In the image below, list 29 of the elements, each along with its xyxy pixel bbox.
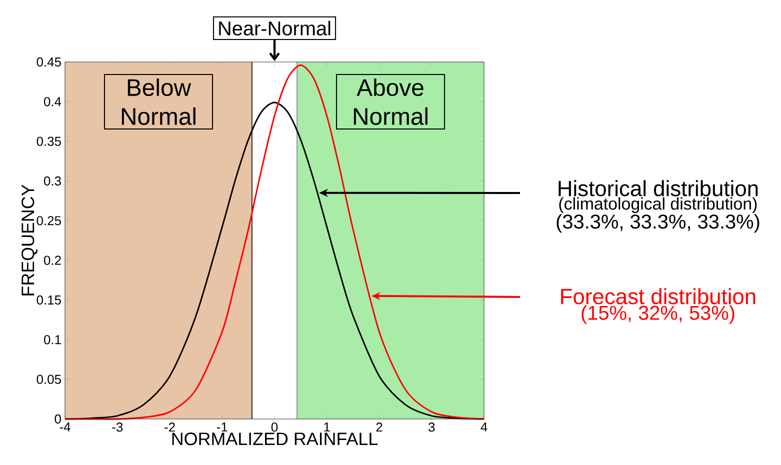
x-tick-label: 2 (376, 422, 382, 432)
y-tick-label: 0 (54, 414, 61, 424)
x-tick-label: -2 (164, 422, 175, 432)
x-tick-label: -1 (216, 422, 228, 432)
x-tick-label: 4 (480, 422, 488, 432)
y-tick-label: 0.3 (44, 176, 61, 186)
x-tick-label: 1 (324, 422, 330, 432)
y-tick-label: 0.2 (44, 256, 61, 265)
text: Historical distribution (558, 180, 758, 196)
text: Near-Normal (219, 20, 330, 36)
y-tick-label: 0.05 (36, 374, 61, 384)
x-tick-label: -4 (60, 422, 70, 432)
x-tick-label: 0 (271, 422, 278, 432)
y-axis-title: FREQUENCY (22, 184, 38, 296)
x-tick-label: -3 (112, 422, 123, 432)
band-label: Above Normal (354, 78, 428, 125)
y-tick-label: 0.15 (36, 295, 61, 305)
y-tick-label: 0.1 (44, 335, 61, 344)
x-tick-label: 3 (428, 422, 435, 432)
band-label: Below Normal (122, 78, 196, 125)
x-axis-title: NORMALIZED RAINFALL (172, 432, 378, 446)
y-tick-label: 0.4 (44, 97, 62, 106)
y-tick-label: 0.35 (36, 136, 61, 146)
text: (climatological distribution) (559, 197, 757, 214)
text: Forecast distribution (561, 288, 756, 304)
y-tick-label: 0.45 (36, 57, 61, 67)
text: (15%, 32%, 53%) (582, 305, 734, 324)
text: (33.3%, 33.3%, 33.3%) (556, 214, 760, 233)
y-tick-label: 0.25 (36, 216, 61, 226)
